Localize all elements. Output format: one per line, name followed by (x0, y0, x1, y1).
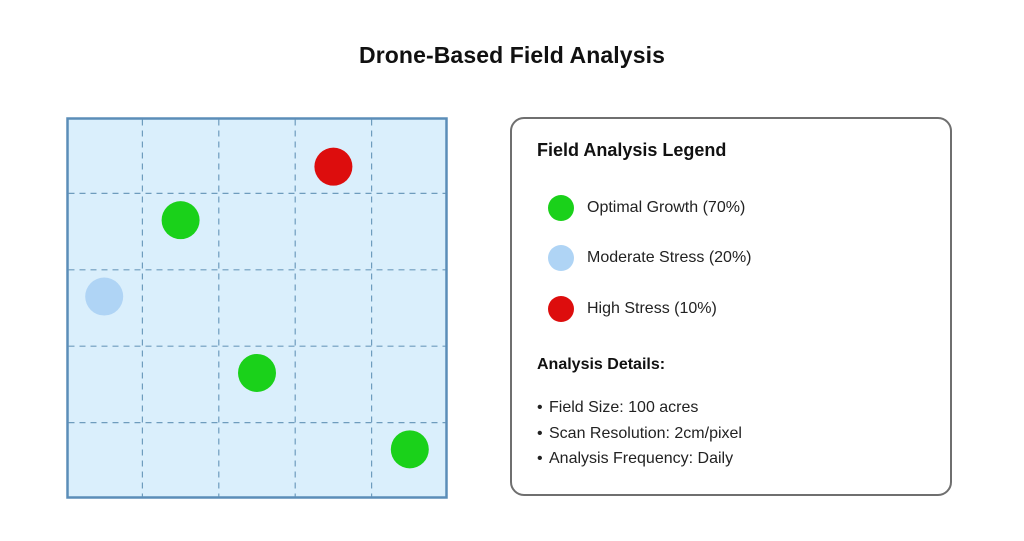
details-list: • Field Size: 100 acres • Scan Resolution:… (537, 395, 742, 472)
legend-label-high: High Stress (10%) (587, 300, 717, 317)
legend-item-high: High Stress (10%) (548, 294, 717, 324)
field-marker-optimal-3 (238, 353, 276, 392)
field-border (66, 117, 448, 499)
legend-label-moderate: Moderate Stress (20%) (587, 249, 752, 266)
field-marker-high-0 (314, 147, 353, 186)
field-grid (66, 117, 448, 499)
bullet-glyph: • (537, 399, 543, 416)
field-marker-optimal-1 (161, 201, 200, 240)
legend-panel: Field Analysis Legend Optimal Growth (70… (510, 117, 952, 496)
detail-item-field-size: • Field Size: 100 acres (537, 395, 742, 421)
legend-label-optimal: Optimal Growth (70%) (587, 199, 746, 216)
high-stress-swatch (548, 296, 574, 322)
details-title: Analysis Details: (537, 356, 666, 373)
page-title: Drone-Based Field Analysis (359, 42, 665, 68)
field-marker-optimal-4 (390, 430, 429, 469)
optimal-growth-swatch (548, 195, 574, 221)
moderate-stress-swatch (548, 245, 574, 271)
legend-item-optimal: Optimal Growth (70%) (548, 193, 745, 223)
legend-title: Field Analysis Legend (537, 140, 727, 160)
legend-item-moderate: Moderate Stress (20%) (548, 243, 752, 273)
detail-item-scan-resolution: • Scan Resolution: 2cm/pixel (537, 421, 742, 447)
field-map (66, 117, 448, 499)
detail-item-analysis-frequency: • Analysis Frequency: Daily (537, 446, 742, 472)
bullet-glyph: • (537, 450, 543, 467)
field-marker-moderate-2 (85, 277, 124, 316)
bullet-glyph: • (537, 424, 543, 442)
